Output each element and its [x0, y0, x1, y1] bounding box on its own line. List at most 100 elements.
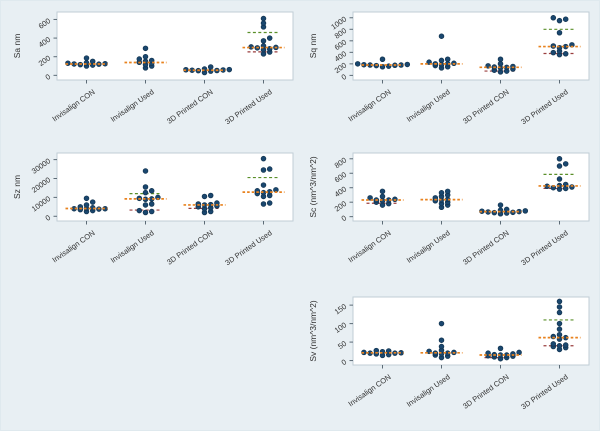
x-tick-label: Invisalign CON — [51, 87, 97, 123]
data-point — [556, 320, 563, 327]
data-point — [444, 56, 451, 63]
data-point — [148, 201, 155, 207]
y-tick-label: 200 — [333, 199, 348, 214]
x-tick-label: Invisalign Used — [405, 87, 452, 124]
data-point — [556, 331, 563, 338]
sa-chart: 0 200 400 600 Sa nm Invisalign CON Invisalign … — [12, 11, 294, 126]
data-point — [438, 190, 445, 196]
data-point — [556, 17, 563, 24]
data-point — [260, 15, 267, 22]
y-tick-label: 10000 — [30, 194, 52, 213]
x-tick-label: Invisalign CON — [347, 228, 393, 264]
data-point — [562, 51, 569, 57]
panel-sc: 0 200 400 600 800 Sc (nm^3/nm^2) Invisalign CO… — [305, 145, 593, 285]
y-tick-label: 600 — [333, 38, 348, 53]
data-point — [556, 176, 563, 182]
y-tick-label: 0 — [44, 213, 53, 223]
data-point — [438, 57, 445, 64]
data-point — [522, 208, 529, 214]
data-point — [260, 155, 267, 162]
data-point — [556, 309, 563, 316]
data-point — [136, 56, 143, 62]
x-tick-label: 3D Printed CON — [461, 228, 511, 266]
data-point — [136, 207, 143, 214]
data-point — [89, 199, 96, 205]
x-tick-label: 3D Printed CON — [461, 372, 511, 410]
y-tick-label: 100 — [333, 320, 348, 335]
x-tick-label: Invisalign CON — [51, 228, 97, 264]
x-tick-label: Invisalign CON — [347, 372, 393, 408]
data-point — [438, 320, 445, 327]
x-tick-label: 3D Printed Used — [519, 228, 569, 267]
data-point — [83, 55, 90, 61]
y-tick-label: 0 — [340, 72, 349, 82]
y-tick-label: 600 — [333, 170, 348, 185]
data-point — [562, 161, 569, 167]
x-tick-label: 3D Printed CON — [165, 87, 215, 125]
x-tick-label: 3D Printed Used — [519, 87, 569, 126]
data-point — [404, 61, 411, 68]
data-point — [89, 58, 96, 65]
data-point — [266, 35, 273, 41]
sv-chart: 0 50 100 150 Sv (nm^3/nm^2) Invisalign CON Inv… — [308, 296, 590, 411]
y-axis-title: Sz nm — [12, 175, 22, 199]
data-point — [379, 188, 386, 195]
data-point — [354, 61, 361, 67]
data-point — [556, 304, 563, 310]
data-point — [379, 193, 386, 200]
y-tick-label: 200 — [333, 61, 348, 76]
y-axis-title: Sc (nm^3/nm^2) — [308, 156, 318, 218]
x-tick-label: 3D Printed CON — [461, 87, 511, 125]
x-tick-label: Invisalign CON — [347, 87, 393, 123]
y-tick-label: 50 — [336, 339, 348, 351]
y-tick-label: 30000 — [30, 156, 52, 175]
y-axis-title: Sa nm — [12, 34, 22, 59]
y-tick-label: 200 — [37, 53, 52, 68]
panel-sq: 0 200 400 600 800 1000 Sq nm Invisalign CON Invi… — [305, 4, 593, 144]
x-tick-label: 3D Printed CON — [165, 228, 215, 266]
data-point — [497, 56, 504, 63]
data-point — [550, 49, 557, 56]
data-point — [438, 343, 445, 350]
data-point — [438, 337, 445, 343]
data-point — [438, 33, 445, 39]
data-point — [562, 342, 569, 348]
data-point — [556, 343, 563, 349]
y-tick-label: 800 — [333, 156, 348, 171]
data-point — [142, 202, 149, 208]
data-point — [260, 20, 267, 26]
panel-sz: 0 10000 20000 30000 Sz nm Invisalign CON Invis… — [9, 145, 297, 285]
data-point — [260, 182, 267, 188]
data-point — [516, 349, 522, 356]
data-point — [148, 208, 155, 215]
data-point — [266, 166, 273, 172]
y-tick-label: 0 — [44, 72, 53, 82]
data-point — [497, 202, 504, 208]
y-tick-label: 150 — [333, 302, 348, 317]
data-point — [142, 53, 149, 60]
panel-sv: 0 50 100 150 Sv (nm^3/nm^2) Invisalign CON Inv… — [305, 289, 593, 429]
y-tick-label: 0 — [340, 213, 349, 223]
data-point — [266, 200, 273, 206]
data-point — [497, 345, 504, 352]
data-point — [207, 64, 214, 70]
data-point — [207, 192, 214, 199]
data-point — [142, 189, 149, 196]
data-point — [379, 56, 386, 63]
data-point — [260, 167, 267, 173]
data-point — [550, 341, 557, 347]
data-point — [556, 326, 563, 332]
y-tick-label: 400 — [37, 35, 52, 50]
y-tick-label: 400 — [333, 184, 348, 199]
data-point — [148, 188, 155, 194]
data-point — [260, 38, 267, 44]
y-axis-title: Sv (nm^3/nm^2) — [308, 300, 318, 362]
data-point — [550, 15, 557, 21]
data-point — [260, 201, 267, 207]
data-point — [142, 209, 149, 216]
x-tick-label: 3D Printed Used — [223, 228, 273, 267]
data-point — [226, 66, 233, 73]
